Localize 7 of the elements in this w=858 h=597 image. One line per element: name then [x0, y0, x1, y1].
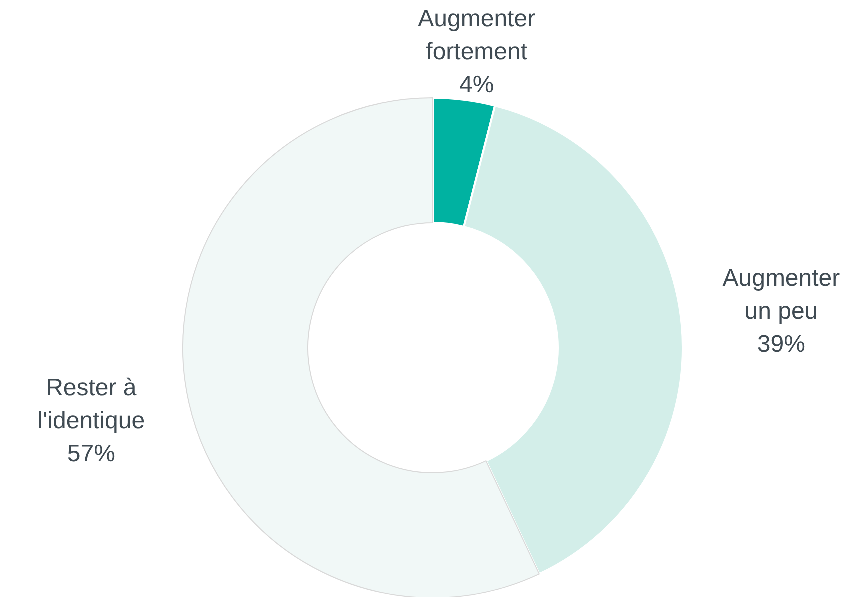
slice-label: Rester à l'identique — [38, 374, 146, 434]
data-label: 39% — [757, 330, 806, 358]
data-label: 4% — [460, 71, 494, 98]
donut-slice — [182, 98, 540, 597]
data-label: 57% — [67, 440, 116, 468]
slice-label: Augmenter fortement — [418, 5, 536, 66]
slice-label: Augmenter un peu — [722, 264, 840, 325]
